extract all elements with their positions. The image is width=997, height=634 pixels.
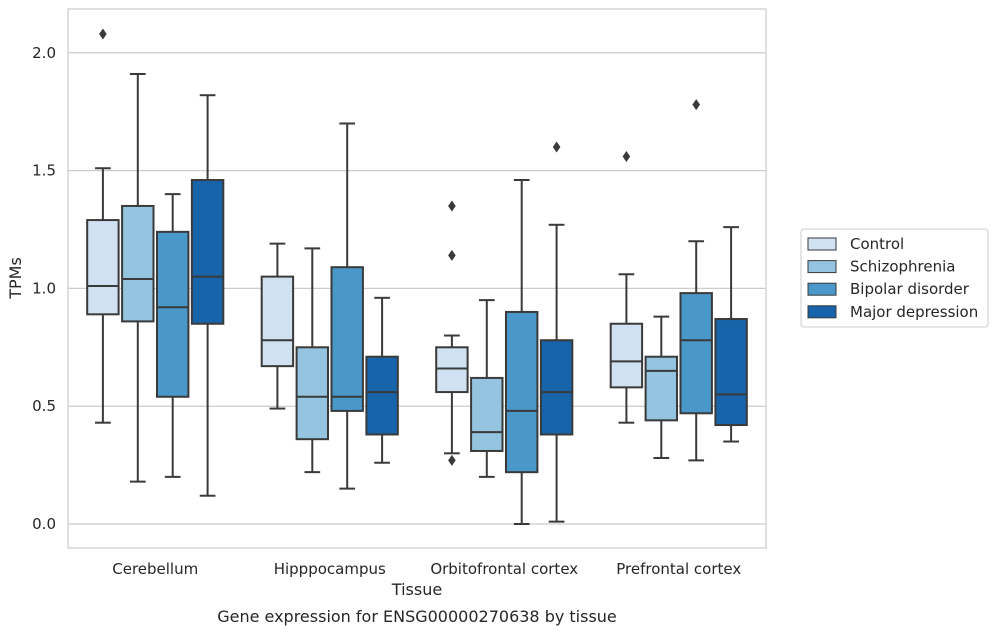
legend-frame [800, 228, 989, 328]
box-group-prefrontal-cortex [609, 99, 748, 462]
box [260, 275, 295, 368]
legend-label: Major depression [850, 303, 978, 321]
box [470, 376, 504, 452]
x-axis-title: Tissue [391, 580, 442, 599]
box-groups [86, 28, 748, 525]
x-tick-label: Hipppocampus [274, 560, 386, 578]
box [295, 346, 330, 441]
box [609, 322, 644, 389]
outlier-point [99, 28, 107, 40]
box [365, 355, 399, 436]
legend-label: Control [850, 235, 904, 253]
y-tick-label: 0.5 [32, 397, 56, 415]
legend-swatch [807, 237, 837, 251]
x-tick-label: Cerebellum [112, 560, 198, 578]
y-axis-title: TPMs [6, 257, 25, 300]
outlier-point [622, 150, 631, 162]
box [190, 179, 225, 325]
y-tick-label: 1.5 [32, 162, 56, 180]
box [539, 339, 574, 436]
box-group-orbitofrontal-cortex [435, 141, 574, 525]
legend: Control Schizophrenia Bipolar disorder Majo… [800, 228, 989, 328]
outlier-point [448, 200, 456, 212]
box [155, 230, 190, 398]
outlier-point [448, 249, 456, 261]
outlier-point [448, 454, 456, 466]
x-axis-ticks: Cerebellum Hipppocampus Orbitofrontal cort… [112, 560, 741, 578]
legend-label: Schizophrenia [850, 258, 955, 276]
box [679, 292, 713, 415]
x-tick-label: Prefrontal cortex [616, 560, 741, 578]
y-tick-label: 2.0 [32, 44, 56, 62]
legend-swatch [807, 305, 837, 319]
figure-caption: Gene expression for ENSG00000270638 by t… [217, 607, 617, 626]
legend-swatch [807, 260, 837, 274]
box-group-cerebellum [86, 28, 225, 497]
y-tick-label: 1.0 [32, 279, 56, 297]
legend-label: Bipolar disorder [850, 280, 970, 298]
box [714, 318, 748, 427]
box [121, 204, 155, 323]
box [504, 310, 539, 474]
box [644, 355, 679, 422]
box-group-hipppocampus [260, 122, 399, 490]
box [86, 219, 120, 316]
y-tick-label: 0.0 [32, 515, 56, 533]
box [330, 266, 364, 412]
legend-swatch [807, 282, 837, 296]
outlier-point [552, 141, 561, 153]
plot-frame [67, 8, 767, 549]
outlier-point [692, 99, 700, 111]
x-tick-label: Orbitofrontal cortex [430, 560, 578, 578]
y-axis-ticks: 0.0 0.5 1.0 1.5 2.0 [32, 44, 56, 533]
box [435, 346, 469, 394]
